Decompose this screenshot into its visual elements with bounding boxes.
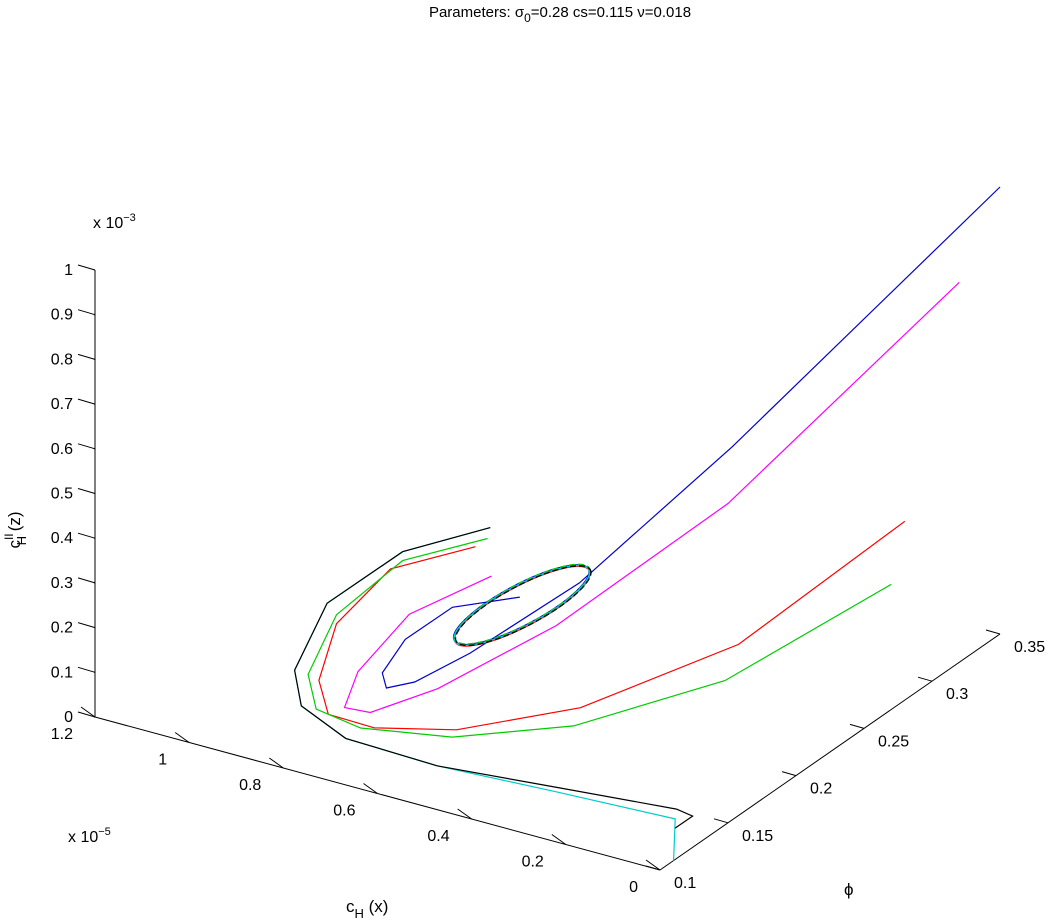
x-tick-mark: [551, 834, 567, 845]
z-tick-mark: [77, 264, 96, 271]
x-tick-label: 0.6: [333, 803, 355, 820]
z-tick-mark: [77, 398, 96, 405]
chart-title-rest: =0.28 cs=0.115 ν=0.018: [531, 4, 691, 21]
z-tick-mark: [77, 443, 96, 450]
chart-title-sigma: σ: [515, 4, 525, 21]
x-tick-label: 0: [629, 879, 638, 896]
y-tick-mark: [713, 818, 729, 824]
z-tick-mark: [77, 622, 96, 629]
x-axis-label: cH (x): [346, 897, 388, 921]
x-tick-label: 0.4: [427, 828, 449, 845]
x-tick-mark: [174, 732, 190, 743]
x-multiplier-base: x 10: [68, 829, 98, 846]
z-tick-mark: [77, 666, 96, 673]
z-label-sub: H: [14, 536, 29, 545]
z-multiplier-exp: −3: [123, 212, 136, 224]
trajectories: [293, 186, 1001, 861]
z-tick-mark: [77, 532, 96, 539]
axes: [94, 270, 1001, 871]
z-tick-label: 0.5: [51, 486, 73, 503]
limit-cycle: [452, 563, 592, 647]
y-axis-ticks: 0.1 0.15 0.2 0.25 0.3 0.35: [645, 629, 1045, 892]
z-axis-multiplier: x 10−3: [93, 212, 136, 232]
z-tick-label: 0.8: [51, 351, 73, 368]
z-multiplier-base: x 10: [93, 215, 123, 232]
z-tick-mark: [77, 488, 96, 494]
trajectory-4: [307, 537, 892, 738]
x-axis-ticks: 0 0.2 0.4 0.6 0.8 1 1.2: [51, 706, 661, 896]
z-tick-label: 0.6: [51, 441, 73, 458]
x-label-suffix: (x): [364, 897, 389, 916]
chart-title-prefix: Parameters:: [429, 4, 515, 21]
chart-title-sigma-sub: 0: [524, 11, 531, 25]
z-tick-mark: [77, 711, 96, 718]
y-tick-mark: [645, 865, 661, 871]
z-tick-label: 0.4: [51, 530, 73, 547]
z-tick-label: 0.3: [51, 575, 73, 592]
y-tick-label: 0.3: [946, 686, 968, 703]
z-tick-label: 0.2: [51, 620, 73, 637]
z-tick-mark: [77, 577, 96, 584]
trajectory-6: [293, 527, 694, 829]
limit-cycle-orbit-5: [453, 564, 591, 646]
z-tick-label: 1: [64, 262, 73, 279]
z-label-suffix: (z): [5, 511, 24, 536]
x-tick-mark: [363, 783, 378, 794]
y-tick-label: 0.15: [742, 828, 773, 845]
z-tick-label: 0: [64, 709, 73, 726]
x-label-main: c: [346, 897, 355, 916]
x-tick-mark: [80, 706, 96, 718]
z-tick-mark: [77, 309, 96, 316]
x-tick-label: 0.2: [522, 854, 544, 871]
x-label-sub: H: [355, 906, 364, 921]
y-tick-label: 0.35: [1014, 639, 1045, 656]
trajectory-3: [318, 520, 906, 731]
y-axis-line: [659, 633, 1001, 871]
z-tick-label: 0.7: [51, 396, 73, 413]
z-label-sup: II: [2, 533, 16, 540]
x-tick-mark: [269, 757, 284, 769]
y-tick-mark: [849, 723, 865, 729]
z-tick-label: 0.9: [51, 307, 73, 324]
y-tick-label: 0.2: [810, 781, 832, 798]
z-label-main: c: [5, 540, 24, 549]
x-multiplier-exp: −5: [98, 826, 111, 838]
y-tick-mark: [781, 771, 797, 777]
y-tick-mark: [917, 676, 933, 682]
y-tick-mark: [985, 629, 1001, 635]
trajectory-2: [343, 281, 960, 714]
z-tick-mark: [77, 353, 96, 360]
x-tick-mark: [645, 859, 661, 871]
y-axis-label: ϕ: [844, 880, 854, 899]
z-axis-ticks: 0 0.1 0.2 0.3 0.4 0.5 0.6 0.7 0.8 0.9 1: [51, 262, 96, 726]
x-tick-label: 1.2: [51, 726, 73, 743]
limit-cycle-orbit-6: [454, 565, 592, 647]
x-tick-mark: [457, 808, 472, 820]
chart-title: Parameters: σ0=0.28 cs=0.115 ν=0.018: [429, 4, 691, 25]
z-axis-label: cIIH (z): [2, 511, 29, 548]
x-axis-multiplier: x 10−5: [68, 826, 111, 846]
y-tick-label: 0.1: [674, 875, 696, 892]
y-tick-label: 0.25: [878, 733, 909, 750]
x-tick-label: 0.8: [239, 777, 261, 794]
z-tick-label: 0.1: [51, 664, 73, 681]
x-tick-label: 1: [158, 752, 167, 769]
trajectory-1: [381, 186, 1001, 689]
